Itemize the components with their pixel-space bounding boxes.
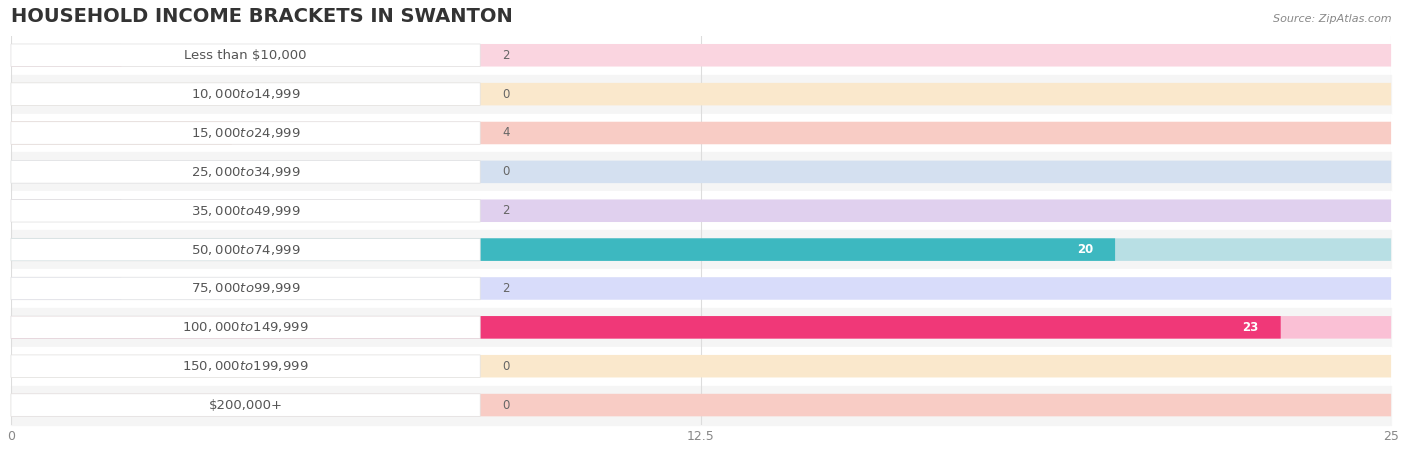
- FancyBboxPatch shape: [11, 355, 481, 378]
- Bar: [11, 230, 1391, 269]
- Text: $15,000 to $24,999: $15,000 to $24,999: [191, 126, 301, 140]
- FancyBboxPatch shape: [11, 316, 1391, 338]
- Text: $75,000 to $99,999: $75,000 to $99,999: [191, 281, 301, 296]
- Text: 20: 20: [1077, 243, 1092, 256]
- FancyBboxPatch shape: [11, 122, 481, 144]
- Text: 0: 0: [502, 165, 509, 178]
- FancyBboxPatch shape: [11, 83, 481, 105]
- FancyBboxPatch shape: [11, 161, 1391, 183]
- Bar: [11, 191, 1391, 230]
- FancyBboxPatch shape: [11, 238, 1115, 261]
- Bar: [11, 153, 1391, 191]
- FancyBboxPatch shape: [11, 44, 1391, 67]
- FancyBboxPatch shape: [11, 277, 1391, 300]
- Text: 0: 0: [502, 360, 509, 373]
- Text: $150,000 to $199,999: $150,000 to $199,999: [183, 359, 309, 373]
- Text: 2: 2: [502, 282, 510, 295]
- FancyBboxPatch shape: [11, 44, 481, 67]
- FancyBboxPatch shape: [11, 316, 481, 338]
- FancyBboxPatch shape: [11, 83, 1391, 105]
- FancyBboxPatch shape: [11, 238, 1391, 261]
- FancyBboxPatch shape: [11, 277, 121, 300]
- FancyBboxPatch shape: [11, 394, 1391, 416]
- FancyBboxPatch shape: [11, 316, 1281, 338]
- Text: HOUSEHOLD INCOME BRACKETS IN SWANTON: HOUSEHOLD INCOME BRACKETS IN SWANTON: [11, 7, 513, 26]
- FancyBboxPatch shape: [11, 199, 1391, 222]
- Bar: [11, 269, 1391, 308]
- Text: $200,000+: $200,000+: [208, 399, 283, 412]
- Text: $25,000 to $34,999: $25,000 to $34,999: [191, 165, 301, 179]
- FancyBboxPatch shape: [11, 161, 481, 183]
- Bar: [11, 308, 1391, 347]
- Text: $100,000 to $149,999: $100,000 to $149,999: [183, 320, 309, 334]
- FancyBboxPatch shape: [11, 199, 121, 222]
- Bar: [11, 36, 1391, 75]
- FancyBboxPatch shape: [11, 277, 481, 300]
- Bar: [11, 113, 1391, 153]
- Bar: [11, 386, 1391, 424]
- Text: 23: 23: [1243, 321, 1258, 334]
- FancyBboxPatch shape: [11, 238, 481, 261]
- Text: 2: 2: [502, 49, 510, 62]
- FancyBboxPatch shape: [11, 355, 1391, 378]
- Text: $10,000 to $14,999: $10,000 to $14,999: [191, 87, 301, 101]
- Text: 4: 4: [502, 126, 510, 140]
- FancyBboxPatch shape: [11, 199, 481, 222]
- FancyBboxPatch shape: [11, 122, 232, 144]
- FancyBboxPatch shape: [11, 394, 481, 416]
- Text: 0: 0: [502, 88, 509, 101]
- FancyBboxPatch shape: [11, 44, 121, 67]
- Text: 0: 0: [502, 399, 509, 412]
- FancyBboxPatch shape: [11, 122, 1391, 144]
- Text: 2: 2: [502, 204, 510, 217]
- Text: Source: ZipAtlas.com: Source: ZipAtlas.com: [1274, 14, 1392, 23]
- Text: $50,000 to $74,999: $50,000 to $74,999: [191, 243, 301, 256]
- Text: Less than $10,000: Less than $10,000: [184, 49, 307, 62]
- Bar: [11, 75, 1391, 113]
- Bar: [11, 347, 1391, 386]
- Text: $35,000 to $49,999: $35,000 to $49,999: [191, 204, 301, 218]
